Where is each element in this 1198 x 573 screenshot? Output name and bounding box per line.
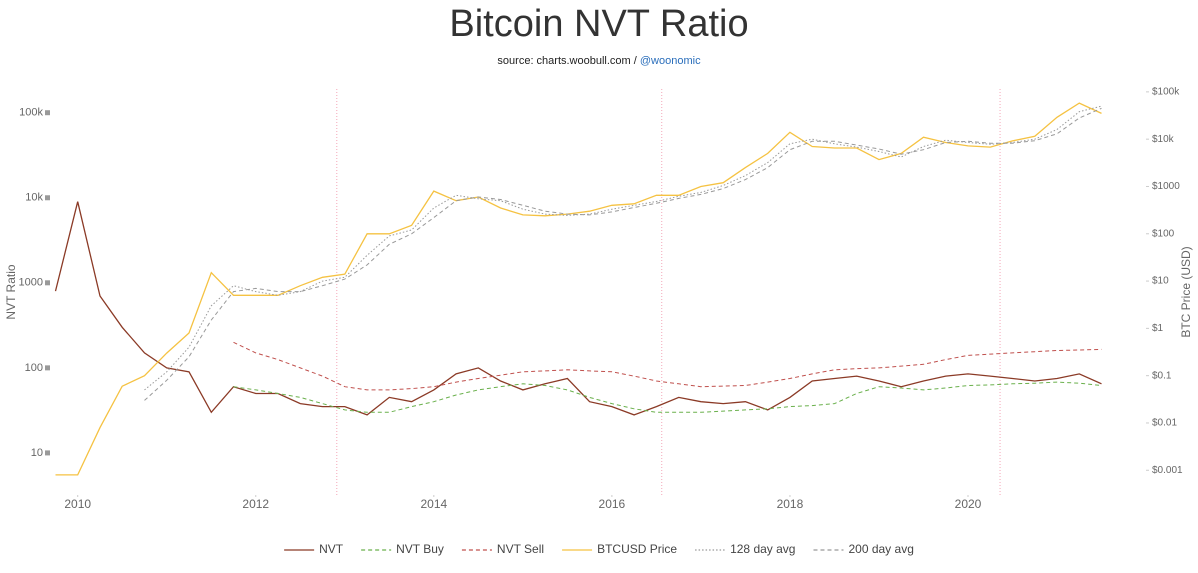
y2-tick-label: $1 — [1152, 323, 1164, 334]
y-tick — [45, 110, 50, 116]
series-line — [233, 341, 1102, 391]
y2-tick-label: $10 — [1152, 276, 1169, 287]
x-tick-label: 2010 — [64, 497, 91, 511]
legend: NVT NVT Buy NVT Sell BTCUSD Price 128 day av… — [284, 542, 914, 556]
x-tick-label: 2016 — [599, 497, 626, 511]
legend-label: BTCUSD Price — [597, 542, 677, 556]
series-line — [144, 107, 1102, 401]
y-tick-label: 100 — [25, 362, 43, 374]
x-tick-label: 2014 — [420, 497, 447, 511]
legend-label: 128 day avg — [730, 542, 795, 556]
y-tick-label: 1000 — [19, 277, 43, 289]
y2-tick-label: $10k — [1152, 134, 1175, 145]
x-tick-label: 2020 — [955, 497, 982, 511]
series-line — [233, 381, 1102, 413]
chart-title: Bitcoin NVT Ratio — [449, 3, 748, 45]
legend-label: 200 day avg — [848, 542, 913, 556]
series-line — [54, 201, 1102, 416]
x-tick-label: 2018 — [777, 497, 804, 511]
y2-axis-label: BTC Price (USD) — [1179, 246, 1193, 337]
y2-tick-label: $0.01 — [1152, 418, 1177, 429]
x-tick-label: 2012 — [242, 497, 269, 511]
legend-label: NVT Sell — [497, 542, 544, 556]
y2-tick-label: $0.1 — [1152, 370, 1172, 381]
chart-subtitle: source: charts.woobull.com / @woonomic — [497, 55, 701, 67]
y-tick — [45, 450, 50, 456]
y-tick — [45, 195, 50, 201]
legend-label: NVT — [319, 542, 344, 556]
y2-tick-label: $0.001 — [1152, 465, 1183, 476]
y-tick-label: 100k — [19, 107, 43, 119]
y-axis-label: NVT Ratio — [4, 264, 18, 319]
y-tick-label: 10 — [31, 447, 43, 459]
series-line — [55, 102, 1102, 476]
y2-tick-label: $100k — [1152, 87, 1180, 98]
y2-tick-label: $1000 — [1152, 181, 1180, 192]
y-tick — [45, 280, 50, 286]
y2-tick-label: $100 — [1152, 228, 1175, 239]
y-tick-label: 10k — [25, 192, 43, 204]
y-tick — [45, 365, 50, 371]
subtitle-source: source: charts.woobull.com / — [497, 55, 639, 67]
series-line — [144, 105, 1102, 391]
subtitle-handle[interactable]: @woonomic — [640, 55, 701, 67]
legend-label: NVT Buy — [396, 542, 444, 556]
